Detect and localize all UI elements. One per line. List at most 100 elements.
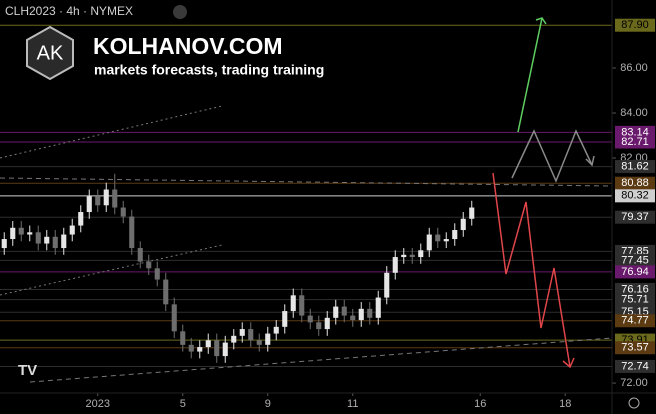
candle-body <box>61 234 67 249</box>
candle-body <box>469 207 475 219</box>
candle-body <box>367 308 373 318</box>
level-badge <box>615 160 655 174</box>
level-badge <box>615 314 655 328</box>
level-label: 81.62 <box>621 160 649 172</box>
candle-body <box>392 257 398 273</box>
trendline <box>29 337 613 383</box>
candle-body <box>103 189 109 206</box>
candle-body <box>375 297 381 318</box>
x-tick-label: 16 <box>474 398 486 410</box>
candle-body <box>273 326 279 334</box>
candle-body <box>10 227 16 240</box>
candle-body <box>154 268 160 280</box>
candle-body <box>443 239 449 242</box>
candle-body <box>239 329 245 336</box>
candle-body <box>452 230 458 240</box>
candle-body <box>163 279 169 305</box>
candle-body <box>214 340 220 357</box>
level-label: 74.77 <box>621 315 649 327</box>
level-badge <box>615 282 655 296</box>
candle-body <box>333 306 339 318</box>
candle-body <box>460 218 466 231</box>
level-label: 82.71 <box>621 136 649 148</box>
symbol-header: CLH2023 · 4h · NYMEX <box>5 4 133 18</box>
level-badge <box>615 293 655 307</box>
candle-body <box>86 196 92 213</box>
candle-body <box>222 342 228 357</box>
level-badge <box>615 253 655 267</box>
candle-body <box>248 329 254 341</box>
candle-body <box>205 340 211 348</box>
forecast-range <box>511 129 593 183</box>
level-label: 80.32 <box>621 190 649 202</box>
settings-icon[interactable] <box>628 397 640 409</box>
candle-body <box>401 254 407 258</box>
candle-body <box>409 254 415 258</box>
candle-body <box>137 248 143 262</box>
candle-body <box>418 250 424 258</box>
level-label: 80.88 <box>621 177 649 189</box>
level-label: 83.14 <box>621 126 649 138</box>
visibility-icon[interactable] <box>173 5 187 19</box>
candle-body <box>18 227 24 235</box>
candle-body <box>290 295 296 312</box>
level-label: 76.94 <box>621 266 649 278</box>
level-badge <box>615 210 655 224</box>
candle-body <box>35 232 41 244</box>
level-label: 76.16 <box>621 283 649 295</box>
trendline <box>0 177 613 187</box>
candle-body <box>316 322 322 330</box>
trendline <box>0 105 223 159</box>
candle-body <box>307 315 313 323</box>
level-badge <box>615 135 655 149</box>
level-label: 79.37 <box>621 211 649 223</box>
candle-body <box>171 304 177 332</box>
candle-body <box>78 212 84 226</box>
platform-logo: TV <box>18 362 37 379</box>
arrow-head <box>585 155 595 167</box>
candle-body <box>282 311 288 327</box>
candle-body <box>435 234 441 242</box>
candle-body <box>426 234 432 251</box>
level-badge <box>615 176 655 190</box>
candle-body <box>350 315 356 321</box>
forecast-down <box>492 172 571 368</box>
level-badge <box>615 189 655 203</box>
candle-body <box>384 272 390 298</box>
x-tick-label: 11 <box>347 398 358 410</box>
candle-body <box>188 344 194 352</box>
candle-body <box>120 207 126 217</box>
logo-name: KOLHANOV.COM <box>93 33 283 59</box>
candle-body <box>299 295 305 316</box>
x-tick-label: 18 <box>559 398 571 410</box>
candle-body <box>197 347 203 352</box>
candle-body <box>146 261 152 269</box>
arrow-head <box>535 17 547 25</box>
candle-body <box>52 236 58 249</box>
candle-body <box>44 236 50 244</box>
y-tick-label: 84.00 <box>620 107 648 119</box>
level-label: 87.90 <box>621 19 649 31</box>
x-tick-label: 9 <box>265 398 271 410</box>
level-badge <box>615 265 655 279</box>
level-label: 75.71 <box>621 293 649 305</box>
level-label: 77.45 <box>621 254 649 266</box>
candle-body <box>112 189 118 208</box>
level-badge <box>615 359 655 373</box>
logo-tagline: markets forecasts, trading training <box>94 62 324 78</box>
candle-body <box>324 317 330 330</box>
candle-body <box>358 308 364 321</box>
logo-initials: AK <box>37 42 64 64</box>
candle-body <box>265 333 271 345</box>
forecast-up <box>517 17 543 133</box>
candle-body <box>180 331 186 345</box>
candle-body <box>341 306 347 316</box>
level-label: 72.74 <box>621 360 649 372</box>
x-tick-label: 5 <box>180 398 186 410</box>
x-tick-label: 2023 <box>86 398 110 410</box>
logo-hexagon <box>26 25 74 81</box>
candle-body <box>95 196 101 206</box>
level-badge <box>615 18 655 32</box>
